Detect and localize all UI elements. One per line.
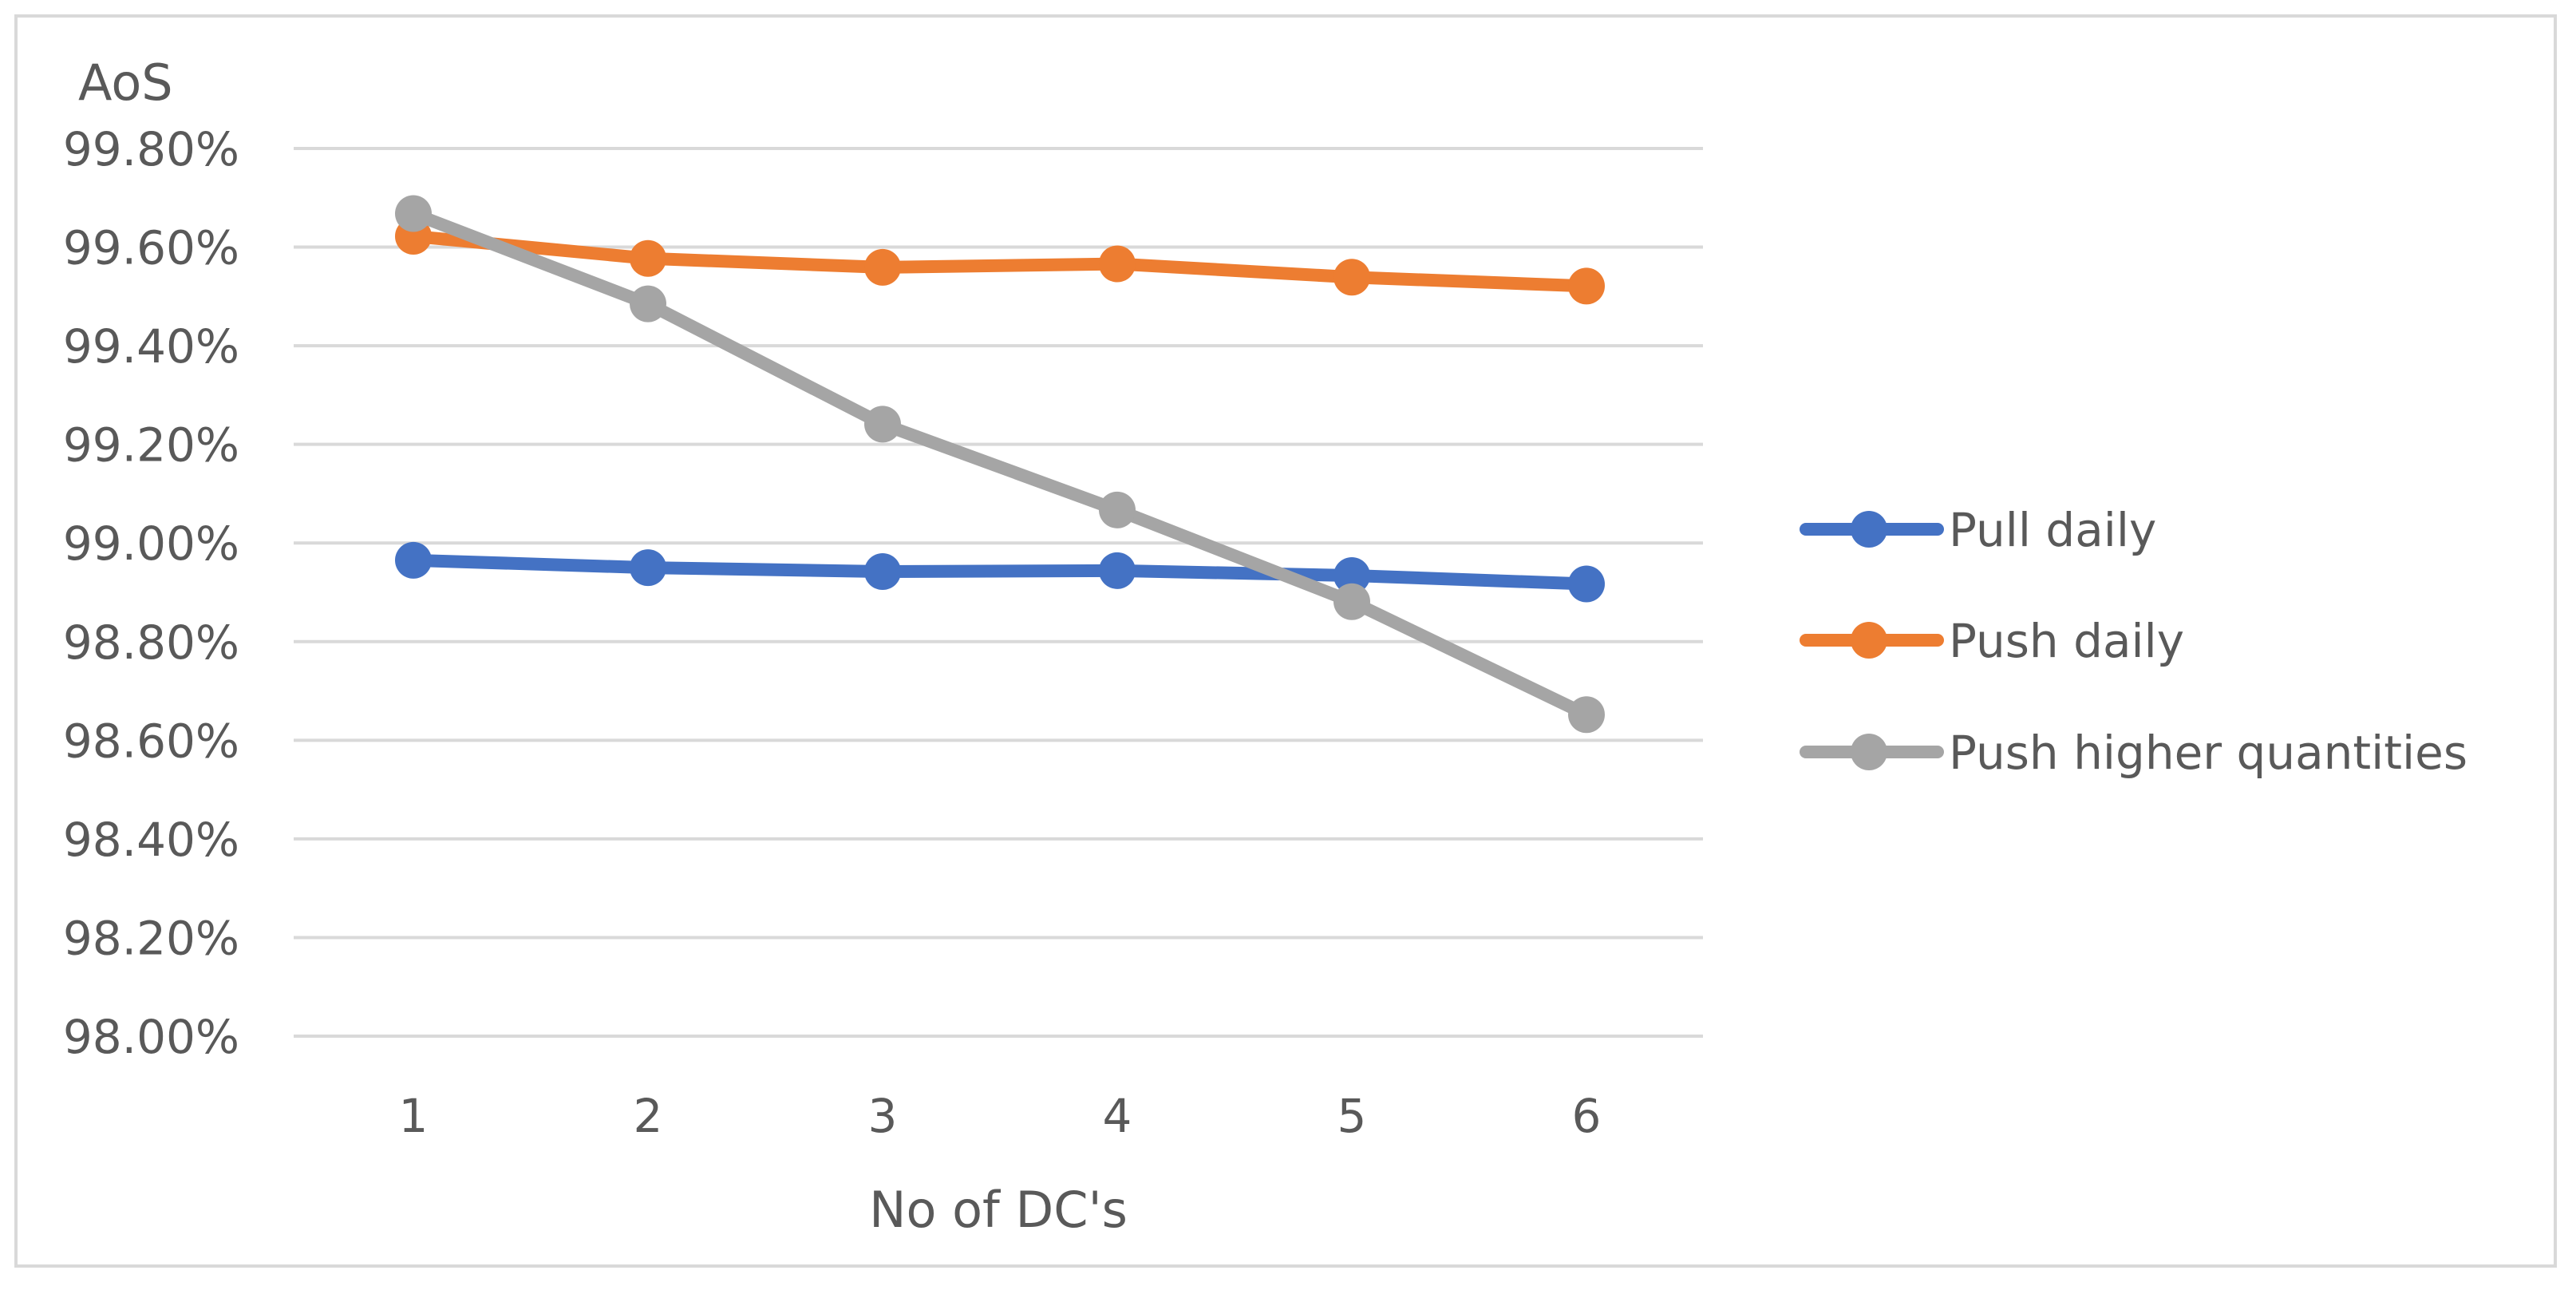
x-tick-label: 4 [1103,1089,1132,1143]
legend-swatch-marker [1851,511,1887,548]
data-point [630,285,666,322]
data-point [1568,267,1605,305]
x-axis-title: No of DC's [869,1181,1128,1239]
data-point [395,195,432,232]
y-tick-label: 98.60% [63,714,239,768]
legend: Pull daily Push daily Push higher quantiti… [1800,503,2467,780]
y-tick-label: 99.40% [63,319,239,374]
series-0 [395,541,1605,603]
x-tick-label: 5 [1337,1089,1367,1143]
series-2 [395,195,1605,734]
x-tick-label: 1 [399,1089,429,1143]
data-point [1333,259,1370,296]
y-tick-label: 98.80% [63,615,239,670]
data-point [864,553,901,591]
legend-item: Push daily [1800,614,2184,668]
data-point [1333,556,1370,594]
data-point [1568,696,1605,734]
x-tick-label: 6 [1572,1089,1602,1143]
series-1 [395,217,1605,305]
legend-label: Push higher quantities [1949,726,2467,780]
data-point [630,549,666,587]
data-point [1568,565,1605,603]
data-point [864,248,901,286]
y-tick-label: 99.20% [63,418,239,473]
legend-item: Pull daily [1800,503,2156,557]
legend-label: Pull daily [1949,503,2156,557]
data-point [395,541,432,579]
legend-item: Push higher quantities [1800,726,2467,780]
y-tick-label: 99.00% [63,516,239,571]
series-line [407,229,1593,293]
data-point [1099,552,1136,589]
data-point [1333,583,1370,620]
legend-swatch-marker [1851,734,1887,770]
y-tick-label: 98.40% [63,813,239,867]
series-layer [395,195,1605,734]
series-line [407,553,1593,591]
legend-label: Push daily [1949,614,2184,668]
y-tick-label: 99.80% [63,122,239,176]
x-axis-ticks: 1 2 3 4 5 6 [399,1089,1602,1143]
y-axis-ticks: 99.80% 99.60% 99.40% 99.20% 99.00% 98.80% 98.6… [63,122,239,1064]
y-tick-label: 99.60% [63,221,239,275]
y-tick-label: 98.20% [63,911,239,965]
x-tick-label: 2 [634,1089,663,1143]
data-point [864,406,901,443]
x-tick-label: 3 [868,1089,898,1143]
y-tick-label: 98.00% [63,1010,239,1064]
series-line [407,207,1593,722]
data-point [1099,245,1136,283]
y-axis-title: AoS [78,53,173,112]
legend-swatch-marker [1851,622,1887,659]
data-point [1099,491,1136,528]
data-point [630,239,666,277]
